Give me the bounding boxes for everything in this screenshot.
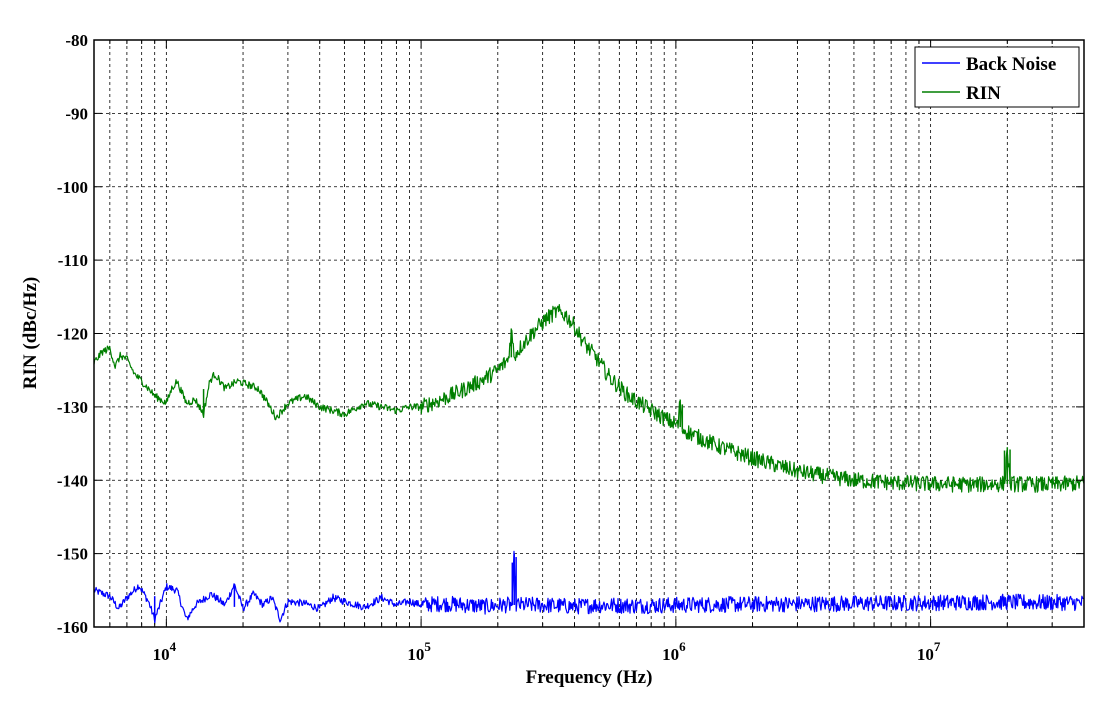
legend-label-back-noise: Back Noise <box>966 54 1056 75</box>
series-line-rin <box>93 304 1085 493</box>
y-tick-label: -130 <box>57 398 88 417</box>
y-tick-label: -90 <box>65 104 88 123</box>
y-tick-label: -140 <box>57 471 88 490</box>
y-tick-label: -110 <box>58 251 88 270</box>
x-tick-label: 107 <box>917 639 941 664</box>
y-tick-label: -80 <box>65 31 88 50</box>
y-tick-label: -160 <box>57 618 88 637</box>
x-tick-label: 105 <box>407 639 431 664</box>
x-tick-label: 104 <box>153 639 177 664</box>
legend: Back Noise RIN <box>914 46 1080 108</box>
legend-box <box>914 46 1080 108</box>
tick-labels: -80 -90 -100 -110 -120 -130 -140 -150 -160 104 105… <box>57 31 941 664</box>
x-tick-label: 106 <box>662 639 686 664</box>
y-axis-label: RIN (dBc/Hz) <box>20 277 41 389</box>
y-tick-label: -100 <box>57 178 88 197</box>
y-tick-label: -150 <box>57 545 88 564</box>
legend-label-rin: RIN <box>966 83 1001 104</box>
x-axis-label: Frequency (Hz) <box>526 667 653 688</box>
series-line-back-noise <box>93 550 1085 624</box>
y-tick-label: -120 <box>57 325 88 344</box>
axis-ticks <box>94 39 1085 628</box>
series-layer <box>93 304 1085 624</box>
